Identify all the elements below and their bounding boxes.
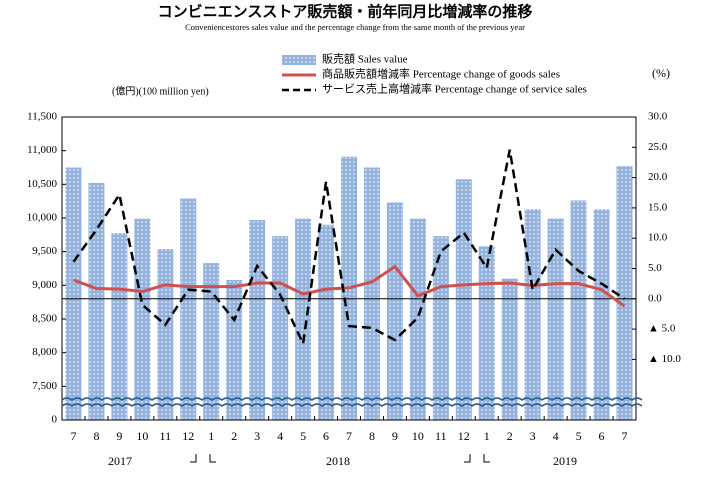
x-tick-label: 9 [116,429,122,443]
bar [318,224,335,420]
x-tick-label: 6 [599,429,605,443]
bar [295,218,312,420]
axis-break [61,397,643,401]
bar [180,198,197,420]
x-tick-label: 2 [231,429,237,443]
bar [593,209,610,420]
x-tick-label: 1 [208,429,214,443]
plot-area [65,156,633,420]
bar [157,248,174,420]
y2-tick-label: 30.0 [648,111,668,123]
bar [249,220,266,420]
x-tick-label: 12 [182,429,194,443]
y2-tick-label: 25.0 [648,141,668,153]
x-tick-label: 3 [530,429,536,443]
y-tick-label: 11,500 [27,111,57,123]
bar [363,167,380,420]
x-tick-label: 7 [622,429,628,443]
year-separators [190,454,490,463]
bar [616,166,633,420]
bar [88,182,105,420]
year-label: 2018 [326,454,350,468]
x-tick-label: 8 [93,429,99,443]
y-tick-label: 11,000 [27,144,57,156]
legend-label: 商品販売額増減率 Percentage change of goods sale… [322,67,560,81]
chart-subtitle: Conveniencestores sales value and the pe… [185,22,525,32]
bar [65,167,82,420]
y-tick-label: 9,000 [32,279,57,291]
axis-break [61,403,643,407]
legend-label: サービス売上高増減率 Percentage change of service … [322,82,587,96]
y2-tick-label: 10.0 [648,232,668,244]
bar [455,179,472,420]
year-label: 2017 [108,454,132,468]
bar [524,209,541,420]
x-tick-label: 4 [553,429,559,443]
x-tick-label: 2 [507,429,513,443]
legend-label: 販売額 Sales value [322,53,408,66]
legend-swatch [282,55,316,65]
bar [432,236,449,420]
y-tick-label: 0 [52,414,58,426]
bar [203,263,220,420]
bar [134,218,151,420]
y2-tick-label: 5.0 [648,262,662,274]
x-tick-label: 1 [484,429,490,443]
x-tick-label: 7 [70,429,76,443]
x-tick-label: 10 [412,429,424,443]
x-tick-label: 7 [346,429,352,443]
x-tick-label: 11 [435,429,447,443]
x-tick-label: 8 [369,429,375,443]
y2-tick-label: 15.0 [648,201,668,213]
bar [386,202,403,420]
chart-title: コンビニエンスストア販売額・前年同月比増減率の推移 [158,2,533,20]
bar [478,246,495,420]
y2-tick-label: ▲ 10.0 [648,353,681,365]
bar [547,218,564,420]
x-tick-label: 4 [277,429,283,443]
x-tick-label: 3 [254,429,260,443]
y2-tick-label: 0.0 [648,292,662,304]
y-tick-label: 7,500 [32,380,57,392]
y2-axis-label: (%) [652,66,670,80]
y-tick-label: 10,000 [27,212,58,224]
bar [226,279,243,420]
y2-tick-label: ▲ 5.0 [648,323,676,335]
bar [409,218,426,420]
y-tick-label: 10,500 [27,178,58,190]
x-tick-label: 10 [136,429,148,443]
year-label: 2019 [553,454,577,468]
x-tick-label: 5 [576,429,582,443]
x-tick-label: 11 [160,429,172,443]
x-tick-label: 5 [300,429,306,443]
x-tick-label: 9 [392,429,398,443]
bar [272,236,289,420]
y-axis-label: (億円)(100 million yen) [112,84,209,97]
y-tick-label: 8,500 [32,313,57,325]
y2-tick-label: 20.0 [648,171,668,183]
y-tick-label: 8,000 [32,346,57,358]
bar [570,200,587,420]
bar [501,278,518,420]
x-tick-label: 6 [323,429,329,443]
line [72,149,626,348]
x-tick-label: 12 [458,429,470,443]
y-tick-label: 9,500 [32,245,57,257]
bar [111,233,128,420]
